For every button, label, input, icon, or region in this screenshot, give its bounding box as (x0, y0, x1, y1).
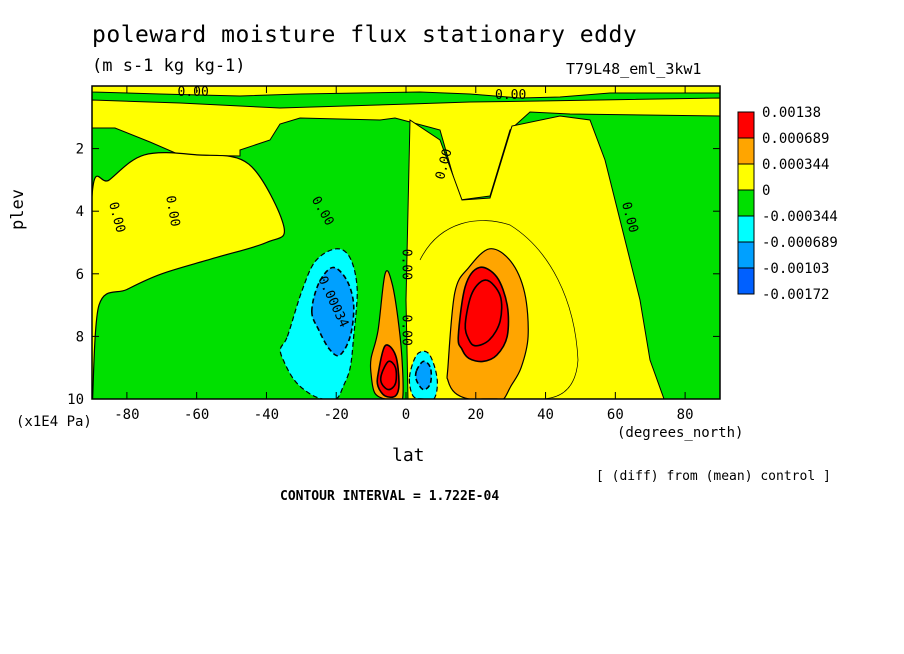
contour-regions (92, 152, 529, 399)
colorbar-swatch (737, 163, 755, 191)
colorbar-label: -0.00172 (762, 287, 829, 303)
contour-labels: 0.00 0.000.00 0.00 0.000.000.000.000.000.00… (105, 85, 640, 346)
y-tick-label: 2 (76, 142, 84, 158)
colorbar-label: -0.000344 (762, 209, 838, 225)
colorbar-label: -0.00103 (762, 261, 829, 277)
x-tick-label: 60 (607, 407, 624, 423)
x-tick-label: 0 (402, 407, 410, 423)
colorbar-swatch (737, 137, 755, 165)
colorbar-swatch (737, 241, 755, 269)
chart-units: (m s-1 kg kg-1) (92, 56, 246, 76)
y-tick-label: 10 (67, 392, 84, 408)
x-tick-label: -40 (254, 407, 279, 423)
contour-interval: CONTOUR INTERVAL = 1.722E-04 (280, 489, 500, 504)
y-tick-label: 4 (76, 204, 84, 220)
run-label: T79L48_eml_3kw1 (566, 60, 702, 78)
chart-title: poleward moisture flux stationary eddy (92, 22, 638, 48)
y-axis: 2 4 6 8 10 (67, 142, 720, 408)
colorbar-swatch (737, 111, 755, 139)
colorbar-label: -0.000689 (762, 235, 838, 251)
colorbar-label: 0 (762, 183, 770, 199)
x-tick-label: 20 (467, 407, 484, 423)
colorbar: 0.00138 0.000689 0.000344 0 -0.000344 -0.0006… (737, 105, 838, 303)
y-tick-label: 6 (76, 267, 84, 283)
x-tick-label: 80 (677, 407, 694, 423)
x-tick-label: -20 (324, 407, 349, 423)
contour-label-0: 0.00 (178, 85, 209, 100)
diff-note: [ (diff) from (mean) control ] (596, 469, 831, 484)
x-axis-units: (degrees_north) (617, 425, 744, 441)
contour-label-3: 0.00 (162, 194, 182, 227)
contour-region-7 (414, 360, 433, 391)
x-tick-label: -60 (184, 407, 209, 423)
colorbar-label: 0.00138 (762, 105, 821, 121)
x-tick-label: 40 (537, 407, 554, 423)
contour-label-1: 0.00 (495, 88, 526, 103)
y-tick-label: 8 (76, 329, 84, 345)
colorbar-swatch (737, 215, 755, 243)
contour-region-5 (379, 360, 398, 391)
x-axis-label: lat (392, 445, 425, 466)
thin-contour (419, 220, 579, 399)
x-axis: -80 -60 -40 -20 0 20 40 60 80 (114, 86, 694, 423)
contour-label-8: 0.00 (399, 314, 414, 345)
contour-label-7: 0.00 (399, 249, 414, 280)
colorbar-swatch (737, 189, 755, 217)
contour-region-2 (310, 266, 355, 357)
contour-region-0 (92, 152, 286, 399)
y-axis-units: (x1E4 Pa) (16, 414, 92, 430)
colorbar-label: 0.000344 (762, 157, 829, 173)
contour-region-10 (464, 279, 503, 347)
colorbar-label: 0.000689 (762, 131, 829, 147)
x-tick-label: -80 (114, 407, 139, 423)
colorbar-swatch (737, 267, 755, 295)
